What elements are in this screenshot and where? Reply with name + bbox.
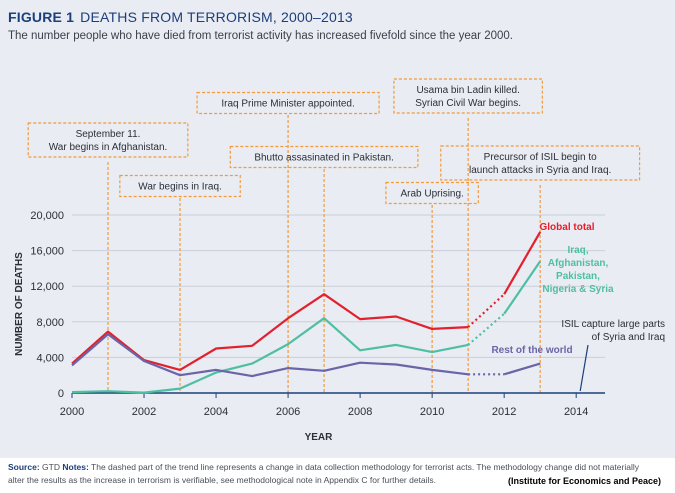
x-tick-label: 2002: [132, 406, 156, 418]
annotation-text: launch attacks in Syria and Iraq.: [469, 165, 611, 176]
figure-title: FIGURE 1 DEATHS FROM TERRORISM, 2000–2013: [8, 9, 353, 25]
annotation-text: September 11.: [76, 129, 141, 140]
annotation-box: [27, 122, 189, 158]
grid-lines: [72, 214, 605, 358]
annotation-text: War begins in Afghanistan.: [49, 142, 168, 153]
annotation-text: War begins in Iraq.: [138, 182, 222, 193]
series-label: Afghanistan,: [548, 258, 609, 269]
notes-label: Notes:: [62, 462, 89, 472]
annotation-text: Arab Uprising.: [400, 189, 463, 200]
y-tick-label: 20,000: [30, 210, 64, 222]
footer-background: [0, 458, 675, 493]
series-line-dashed-iraq: [467, 312, 505, 346]
series-line-global-total: [71, 293, 469, 371]
x-axis-title: YEAR: [305, 432, 334, 443]
annotation-text: Usama bin Ladin killed.: [416, 85, 519, 96]
x-tick-label: 2006: [276, 406, 300, 418]
annotation-text: of Syria and Iraq: [592, 332, 665, 343]
notes-text-2: alter the results as the increase in ter…: [8, 475, 437, 485]
y-tick-label: 4,000: [36, 352, 64, 364]
series-line-iraq: [71, 317, 469, 394]
series-line-iraq: [503, 260, 542, 315]
series-label-layer: Global total Iraq, Afghanistan, Pakistan, Ni…: [491, 222, 614, 356]
annotation-box: [196, 91, 380, 115]
x-tick-label: 2014: [564, 406, 588, 418]
annotation-text: Precursor of ISIL begin to: [484, 152, 597, 163]
notes-text-1: The dashed part of the trend line repres…: [91, 462, 639, 472]
series-line-rest-of-the-world: [71, 333, 469, 378]
annotation-box: [440, 145, 641, 181]
series-label: Iraq,: [567, 245, 588, 256]
series-line-rest-of-the-world: [503, 362, 541, 376]
annotation-box: [385, 181, 479, 205]
footnote-line-2: alter the results as the increase in ter…: [8, 475, 436, 485]
y-tick-label: 16,000: [30, 246, 64, 258]
x-tick-label: 2012: [492, 406, 516, 418]
x-tick-label: 2008: [348, 406, 372, 418]
x-tick-label: 2010: [420, 406, 444, 418]
x-tick-label: 2004: [204, 406, 228, 418]
series-label: Global total: [540, 222, 595, 233]
y-axis-title: NUMBER OF DEATHS: [14, 252, 25, 356]
annotation-box: [393, 78, 543, 114]
source-label: Source:: [8, 462, 40, 472]
line-chart: September 11. War begins in Afghanistan. W…: [14, 78, 665, 443]
series-label: Nigeria & Syria: [542, 284, 614, 295]
annotation-text: Bhutto assasinated in Pakistan.: [254, 153, 394, 164]
y-tick-label: 12,000: [30, 281, 64, 293]
annotation-box: [229, 145, 419, 169]
series-label: Pakistan,: [556, 271, 600, 282]
chart-subtitle: The number people who have died from ter…: [8, 30, 513, 42]
attribution: (Institute for Economics and Peace): [507, 476, 661, 486]
annotation-box: [119, 174, 241, 198]
annotation-text: Syrian Civil War begins.: [415, 98, 521, 109]
chart-title: DEATHS FROM TERRORISM, 2000–2013: [80, 9, 353, 25]
annotation-leader-line: [579, 344, 589, 392]
figure-label: FIGURE 1: [8, 9, 75, 25]
x-tick-label: 2000: [60, 406, 84, 418]
chart-background: [0, 0, 675, 458]
annotation-text: Iraq Prime Minister appointed.: [221, 99, 354, 110]
series-layer: [71, 231, 542, 394]
annotation-text: ISIL capture large parts: [561, 319, 665, 330]
series-line-global-total: [503, 231, 542, 295]
series-line-dashed-global-total: [467, 293, 505, 328]
y-tick-label: 0: [58, 388, 64, 400]
annotation-layer: September 11. War begins in Afghanistan. W…: [27, 78, 665, 393]
axes: 0 4,000 8,000 12,000 16,000 20,000 2000 2002 200…: [14, 210, 605, 443]
footnote-line-1: Source: GTD Notes: The dashed part of th…: [8, 462, 639, 472]
series-label: Rest of the world: [491, 345, 572, 356]
y-tick-label: 8,000: [36, 317, 64, 329]
source-value: GTD: [42, 462, 60, 472]
